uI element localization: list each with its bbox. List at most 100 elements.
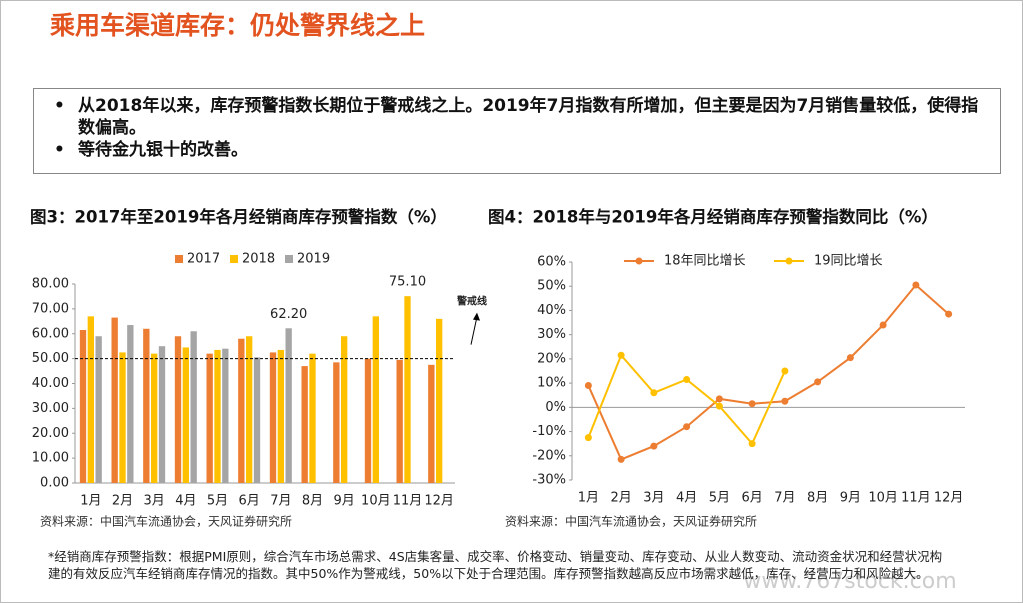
y-tick-label: 40%: [537, 303, 566, 318]
marker: [748, 400, 756, 408]
bar: [238, 338, 245, 483]
bar: [190, 331, 197, 483]
y-tick-label: 0.00: [40, 476, 69, 491]
bar: [285, 328, 292, 483]
bar: [428, 364, 435, 483]
marker: [781, 397, 789, 405]
bar: [222, 348, 229, 483]
bar: [151, 353, 158, 483]
bar: [309, 353, 316, 483]
legend-label: 2019: [297, 252, 330, 267]
legend-label: 2017: [187, 252, 220, 267]
x-tick-label: 1月: [80, 494, 101, 509]
x-tick-label: 5月: [709, 491, 730, 506]
y-tick-label: -30%: [532, 473, 566, 488]
x-tick-label: 9月: [840, 491, 861, 506]
bar: [301, 366, 308, 483]
bar: [127, 325, 134, 483]
x-tick-label: 6月: [741, 491, 762, 506]
marker: [715, 402, 723, 410]
marker: [584, 434, 592, 442]
x-tick-label: 4月: [676, 491, 697, 506]
y-tick-label: 50.00: [32, 351, 69, 366]
x-tick-label: 7月: [270, 494, 291, 509]
y-tick-label: 20%: [537, 351, 566, 366]
y-tick-label: -10%: [532, 424, 566, 439]
x-tick-label: 8月: [807, 491, 828, 506]
x-tick-label: 2月: [112, 494, 133, 509]
x-tick-label: 11月: [393, 494, 423, 509]
legend-label: 19同比增长: [814, 254, 883, 269]
x-tick-label: 10月: [868, 491, 898, 506]
x-tick-label: 9月: [334, 494, 355, 509]
legend-swatch: [635, 257, 643, 265]
bar: [143, 328, 150, 483]
source: 资料来源：中国汽车流通协会，天风证券研究所: [505, 514, 757, 529]
y-tick-label: 50%: [537, 279, 566, 294]
bar: [246, 336, 253, 483]
threshold-arrow: [470, 316, 478, 345]
bar: [277, 349, 284, 483]
bullet: 等待金九银十的改善。: [54, 139, 990, 161]
y-tick-label: 0%: [545, 400, 566, 415]
bullet: 从2018年以来，库存预警指数长期位于警戒线之上。2019年7月指数有所增加，但…: [54, 95, 990, 139]
legend-swatch: [785, 257, 793, 265]
bullet-box: 从2018年以来，库存预警指数长期位于警戒线之上。2019年7月指数有所增加，但…: [33, 88, 1001, 174]
bar: [119, 352, 126, 483]
x-tick-label: 8月: [302, 494, 323, 509]
marker: [748, 440, 756, 448]
slide-title: 乘用车渠道库存：仍处警界线之上: [50, 11, 426, 40]
bar: [79, 330, 87, 483]
marker: [683, 423, 691, 431]
x-tick-label: 12月: [424, 494, 454, 509]
marker: [584, 382, 592, 390]
data-label: 75.10: [389, 275, 426, 290]
source: 资料来源：中国汽车流通协会，天风证券研究所: [40, 514, 292, 529]
bar: [333, 362, 340, 483]
bar: [158, 346, 166, 483]
marker: [650, 442, 658, 450]
marker: [617, 455, 625, 463]
line: [587, 283, 950, 461]
x-tick-label: 4月: [175, 494, 196, 509]
bar: [174, 336, 182, 483]
legend-swatch: [285, 255, 293, 263]
x-tick-label: 7月: [774, 491, 795, 506]
watermark: www.767stock.com: [743, 569, 956, 594]
y-tick-label: 30%: [537, 327, 566, 342]
y-tick-label: 40.00: [32, 376, 69, 391]
marker: [683, 375, 691, 383]
y-tick-label: 30.00: [32, 401, 69, 416]
x-tick-label: 1月: [578, 491, 599, 506]
y-tick-label: 60%: [537, 255, 566, 270]
marker: [846, 354, 854, 362]
x-tick-label: 11月: [901, 491, 931, 506]
legend-swatch: [230, 255, 238, 263]
data-label: 62.20: [270, 307, 307, 322]
marker: [912, 281, 920, 289]
legend-label: 18年同比增长: [664, 254, 746, 269]
bar: [269, 352, 277, 483]
bar: [87, 316, 94, 483]
threshold-label: 警戒线: [456, 295, 487, 308]
y-tick-label: 60.00: [32, 326, 69, 341]
chart-title: 图3：2017年至2019年各月经销商库存预警指数（%）: [30, 207, 447, 227]
x-tick-label: 12月: [934, 491, 964, 506]
x-tick-label: 2月: [610, 491, 631, 506]
bar: [372, 316, 379, 483]
marker: [650, 389, 658, 397]
x-tick-label: 5月: [207, 494, 228, 509]
y-tick-label: 80.00: [32, 277, 69, 292]
marker: [814, 378, 822, 386]
bar: [404, 296, 411, 483]
x-tick-label: 6月: [239, 494, 260, 509]
x-tick-label: 10月: [361, 494, 391, 509]
bar: [364, 358, 372, 483]
threshold-arrow-head: [473, 312, 480, 321]
marker: [879, 321, 887, 329]
y-tick-label: 70.00: [32, 301, 69, 316]
marker: [617, 351, 625, 359]
line: [587, 353, 786, 446]
bar: [396, 359, 403, 483]
